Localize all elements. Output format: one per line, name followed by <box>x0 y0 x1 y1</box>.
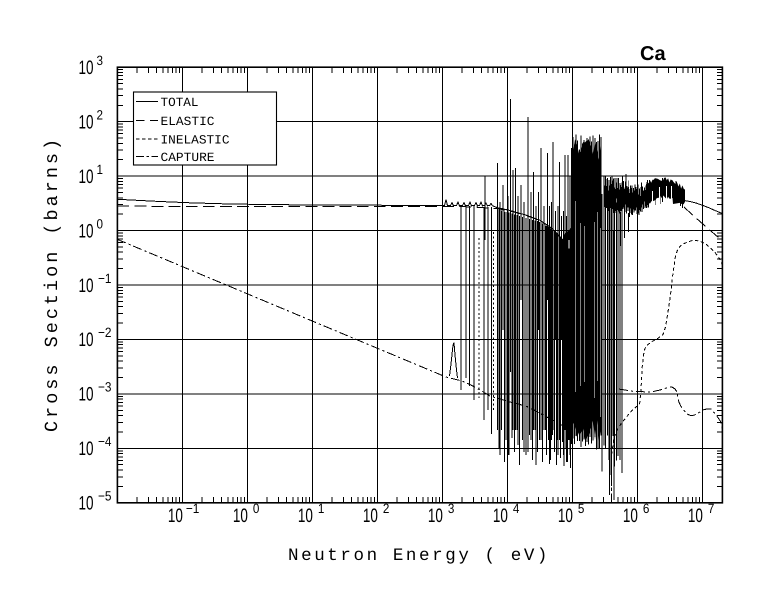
svg-text:−1: −1 <box>98 271 112 286</box>
svg-text:2: 2 <box>97 108 104 123</box>
svg-text:2: 2 <box>383 501 390 516</box>
svg-text:10: 10 <box>79 112 94 134</box>
svg-text:Cross Section (barns): Cross Section (barns) <box>42 136 63 432</box>
svg-text:10: 10 <box>688 505 703 527</box>
svg-text:TOTAL: TOTAL <box>161 96 199 110</box>
svg-text:Ca: Ca <box>640 43 666 65</box>
svg-text:−2: −2 <box>98 325 112 340</box>
svg-text:5: 5 <box>578 501 585 516</box>
svg-text:10: 10 <box>79 438 94 460</box>
svg-text:ELASTIC: ELASTIC <box>161 115 215 129</box>
svg-text:−1: −1 <box>186 501 200 516</box>
svg-text:10: 10 <box>79 493 94 515</box>
svg-text:10: 10 <box>623 505 638 527</box>
svg-text:10: 10 <box>558 505 573 527</box>
svg-text:10: 10 <box>233 505 248 527</box>
svg-text:−4: −4 <box>98 434 112 449</box>
svg-text:10: 10 <box>363 505 378 527</box>
svg-text:4: 4 <box>513 501 520 516</box>
svg-text:10: 10 <box>79 57 94 79</box>
svg-text:Neutron Energy ( eV): Neutron Energy ( eV) <box>288 546 550 566</box>
svg-text:10: 10 <box>79 329 94 351</box>
svg-text:0: 0 <box>253 501 260 516</box>
svg-text:INELASTIC: INELASTIC <box>161 133 230 147</box>
svg-text:−5: −5 <box>98 489 112 504</box>
svg-text:CAPTURE: CAPTURE <box>161 151 215 165</box>
svg-text:10: 10 <box>79 166 94 188</box>
svg-text:1: 1 <box>318 501 325 516</box>
svg-text:6: 6 <box>643 501 650 516</box>
svg-text:7: 7 <box>708 501 715 516</box>
svg-text:10: 10 <box>168 505 183 527</box>
svg-text:10: 10 <box>79 384 94 406</box>
svg-text:10: 10 <box>79 275 94 297</box>
svg-text:10: 10 <box>428 505 443 527</box>
svg-text:10: 10 <box>79 220 94 242</box>
svg-text:0: 0 <box>97 216 104 231</box>
svg-text:3: 3 <box>97 53 104 68</box>
svg-text:10: 10 <box>493 505 508 527</box>
svg-text:10: 10 <box>298 505 313 527</box>
svg-text:−3: −3 <box>98 380 112 395</box>
svg-text:1: 1 <box>97 162 104 177</box>
svg-text:3: 3 <box>448 501 455 516</box>
